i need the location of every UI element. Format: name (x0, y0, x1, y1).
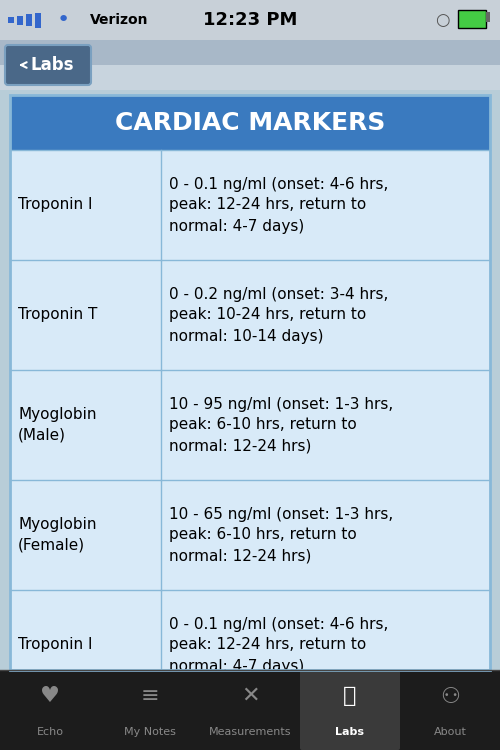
Text: 10 - 95 ng/ml (onset: 1-3 hrs,
peak: 6-10 hrs, return to
normal: 12-24 hrs): 10 - 95 ng/ml (onset: 1-3 hrs, peak: 6-1… (169, 397, 394, 454)
Bar (10, 95, 490, 700)
Text: 0 - 0.1 ng/ml (onset: 4-6 hrs,
peak: 12-24 hrs, return to
normal: 4-7 days): 0 - 0.1 ng/ml (onset: 4-6 hrs, peak: 12-… (169, 176, 388, 233)
Text: Troponin I: Troponin I (18, 197, 92, 212)
Text: 12:23 PM: 12:23 PM (203, 11, 297, 29)
Text: My Notes: My Notes (124, 728, 176, 737)
Text: Myoglobin
(Female): Myoglobin (Female) (18, 517, 96, 553)
Text: 0 - 0.1 ng/ml (onset: 4-6 hrs,
peak: 12-24 hrs, return to
normal: 4-7 days): 0 - 0.1 ng/ml (onset: 4-6 hrs, peak: 12-… (169, 616, 388, 674)
Text: CARDIAC MARKERS: CARDIAC MARKERS (115, 110, 385, 134)
Text: ⚇: ⚇ (440, 686, 460, 706)
Bar (0, 670, 500, 750)
Text: Labs: Labs (30, 56, 74, 74)
FancyBboxPatch shape (5, 45, 91, 85)
Text: 0 - 0.2 ng/ml (onset: 3-4 hrs,
peak: 10-24 hrs, return to
normal: 10-14 days): 0 - 0.2 ng/ml (onset: 3-4 hrs, peak: 10-… (169, 286, 388, 344)
Text: ♥: ♥ (40, 686, 60, 706)
Text: Echo: Echo (36, 728, 64, 737)
Bar (458, 10, 486, 28)
Bar (0, 0, 500, 40)
Bar (0, 40, 500, 65)
Bar (26, 14, 32, 26)
Bar (35, 13, 41, 28)
Text: ≡: ≡ (140, 686, 160, 706)
Bar (10, 95, 490, 670)
Bar (10, 95, 490, 150)
FancyBboxPatch shape (300, 670, 400, 750)
Text: Troponin T: Troponin T (18, 308, 98, 322)
Text: ✕: ✕ (240, 686, 260, 706)
Bar (486, 12, 490, 22)
Text: •: • (56, 10, 70, 30)
Text: ○: ○ (435, 11, 449, 29)
Text: About: About (434, 728, 466, 737)
Bar (8, 17, 14, 23)
Text: Myoglobin
(Male): Myoglobin (Male) (18, 407, 96, 443)
Text: Labs: Labs (336, 728, 364, 737)
Text: Troponin I: Troponin I (18, 638, 92, 652)
Text: Measurements: Measurements (209, 728, 291, 737)
Bar (0, 65, 500, 90)
Text: 10 - 65 ng/ml (onset: 1-3 hrs,
peak: 6-10 hrs, return to
normal: 12-24 hrs): 10 - 65 ng/ml (onset: 1-3 hrs, peak: 6-1… (169, 506, 394, 563)
Text: Verizon: Verizon (90, 13, 148, 27)
Bar (17, 16, 23, 25)
Text: ⬜: ⬜ (344, 686, 356, 706)
